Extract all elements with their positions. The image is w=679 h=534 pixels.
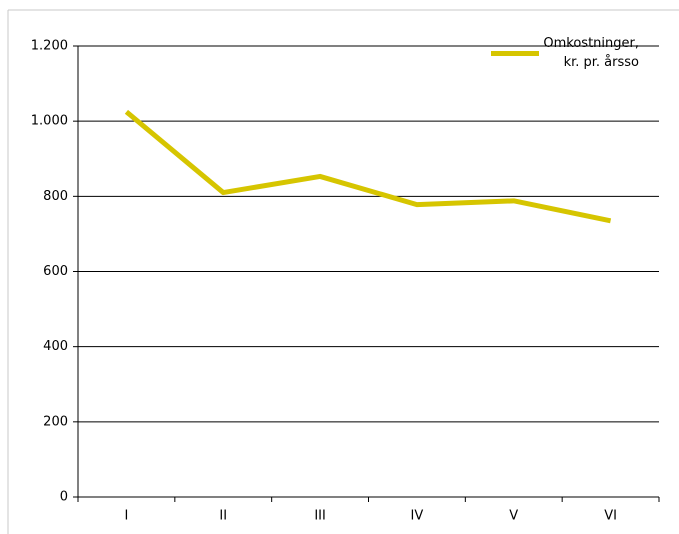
y-tick-label: 600 [43, 264, 68, 279]
x-tick-label: I [124, 509, 128, 524]
y-tick-label: 800 [43, 189, 68, 204]
series-line [124, 109, 612, 224]
x-tick-label: VI [604, 509, 617, 524]
y-tick-label: 200 [43, 414, 68, 429]
legend-swatch [491, 51, 539, 56]
y-tick-label: 400 [43, 339, 68, 354]
y-tick-label: 0 [60, 490, 68, 505]
x-tick-label: III [314, 509, 326, 524]
y-tick-label: 1.000 [31, 114, 68, 129]
y-tick-label: 1.200 [31, 39, 68, 54]
legend-label: Omkostninger, kr. pr. årsso [543, 36, 639, 70]
x-tick-label: IV [411, 509, 424, 524]
x-tick-label: V [509, 509, 518, 524]
legend: Omkostninger, kr. pr. årsso [489, 34, 639, 72]
x-tick-label: II [219, 509, 227, 524]
